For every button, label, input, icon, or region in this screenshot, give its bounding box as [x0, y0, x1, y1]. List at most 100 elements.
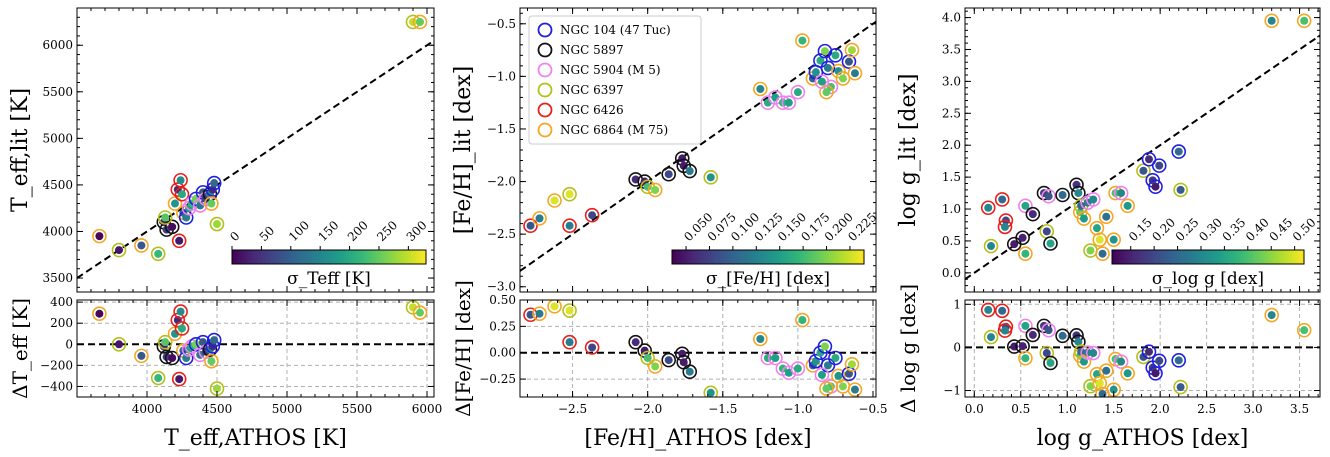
residual-point [685, 367, 694, 376]
data-point-ring [532, 211, 547, 226]
y-tick-label: 3.5 [942, 42, 961, 56]
data-point [1021, 201, 1030, 210]
residual-point-ring [841, 366, 857, 382]
colorbar-tick-label: 300 [404, 218, 430, 244]
colorbar-label: σ_[Fe/H] [dex] [706, 269, 830, 289]
res-y-tick-label: 0.00 [489, 346, 516, 360]
data-point [685, 167, 694, 176]
res-y-tick-label: 400 [50, 295, 73, 309]
x-tick-label: −1.5 [708, 402, 737, 416]
data-point [838, 74, 847, 83]
residual-point-ring [844, 357, 860, 372]
data-point-ring [1098, 209, 1114, 224]
residual-axis-label: Δ[Fe/H] [dex] [451, 280, 475, 417]
colorbar-tick-label: 0.20 [1149, 215, 1178, 244]
residual-point [820, 342, 829, 351]
main-frame [964, 7, 1321, 293]
residual-point [1095, 379, 1104, 388]
residual-point [834, 371, 843, 380]
data-point-ring [584, 207, 600, 223]
data-point-ring [1106, 232, 1121, 247]
residual-point-ring [1018, 350, 1033, 366]
residual-point-ring [1113, 354, 1129, 369]
residual-points [92, 300, 428, 396]
residual-point-ring [204, 353, 219, 369]
data-point-ring [820, 60, 836, 76]
y-tick-label: 3500 [42, 271, 73, 285]
residual-point-ring [795, 312, 810, 328]
data-point [823, 63, 832, 72]
res-y-tick-label: −1 [943, 384, 961, 398]
colorbar-tick-label: 100 [286, 218, 312, 244]
data-point-ring [209, 216, 225, 232]
residual-point-ring [1173, 379, 1188, 395]
data-point-ring [1171, 144, 1187, 159]
residual-point-ring [817, 339, 833, 354]
residual-point-ring [1141, 344, 1157, 360]
y-tick-label: 4000 [42, 224, 73, 238]
data-point-ring [204, 196, 219, 211]
data-point [1102, 212, 1111, 221]
data-point-ring [1136, 163, 1151, 179]
residual-point [798, 316, 807, 325]
x-tick-label: −2.0 [633, 402, 662, 416]
residual-point [771, 353, 780, 362]
residual-point [550, 302, 559, 311]
residual-point-ring [150, 370, 166, 386]
y-tick-label: 4500 [42, 178, 73, 192]
x-tick-label: 2.0 [1151, 402, 1170, 416]
data-point [1155, 161, 1164, 170]
colorbar-tick-label: 0.25 [1173, 215, 1202, 244]
residual-frame [76, 299, 435, 398]
residual-point [1046, 358, 1055, 367]
x-tick-label: 5500 [342, 402, 373, 416]
data-point [793, 88, 802, 97]
data-point [1151, 182, 1160, 191]
data-point [679, 161, 688, 170]
residual-frame [519, 299, 877, 398]
residual-point [168, 353, 177, 362]
data-point [416, 17, 424, 26]
data-point [1079, 214, 1088, 223]
residual-axis-label: ΔT_eff [K] [8, 298, 32, 399]
residual-point [1018, 342, 1027, 351]
data-point [154, 249, 163, 258]
residual-points [523, 300, 863, 397]
data-point [1092, 224, 1101, 233]
y-tick-label: −1.0 [487, 69, 516, 83]
residual-point-ring [1098, 363, 1114, 379]
res-y-tick-label: 1 [953, 297, 961, 311]
data-point-ring [1085, 192, 1101, 207]
data-point-ring [1120, 198, 1135, 214]
residual-point [998, 306, 1007, 315]
data-point [168, 222, 177, 231]
legend-marker [537, 122, 553, 138]
data-point [1117, 189, 1126, 198]
residual-frame [964, 299, 1321, 398]
main-points [92, 14, 428, 262]
residual-point [199, 338, 207, 347]
colorbar-tick-label: 150 [315, 218, 341, 244]
main-points [523, 33, 863, 234]
y-tick-label: −0.5 [487, 17, 516, 31]
residual-point-ring [682, 364, 698, 379]
data-point [535, 214, 544, 223]
residual-point [1000, 326, 1009, 335]
data-point-ring [206, 175, 222, 191]
residual-point [850, 385, 859, 394]
x-tick-label: 5000 [272, 402, 303, 416]
data-point-ring [1264, 13, 1279, 29]
y-tick-label: −2.5 [487, 227, 516, 241]
res-y-tick-label: −200 [40, 358, 73, 372]
data-point-ring [547, 193, 562, 208]
colorbar-tick-label: 0.35 [1220, 215, 1249, 244]
data-point-ring [1043, 236, 1058, 251]
residual-point-ring [1120, 365, 1135, 381]
residual-point-ring [847, 382, 863, 397]
legend-label: NGC 104 (47 Tuc) [560, 23, 671, 37]
residual-point [95, 309, 104, 318]
x-tick-label: 4500 [202, 402, 233, 416]
residual-point [154, 374, 163, 383]
residual-point [565, 338, 574, 347]
